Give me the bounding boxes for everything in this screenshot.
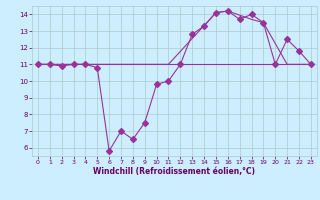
X-axis label: Windchill (Refroidissement éolien,°C): Windchill (Refroidissement éolien,°C) <box>93 167 255 176</box>
